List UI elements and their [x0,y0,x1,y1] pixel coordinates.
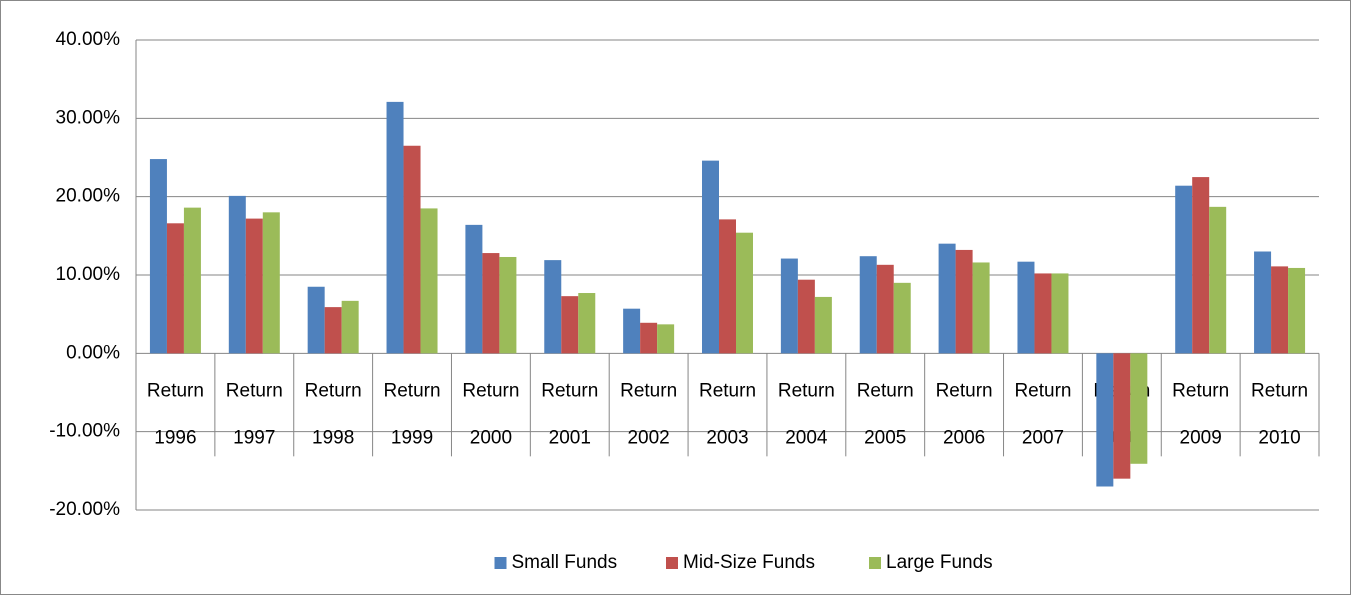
x-tick-sublabel: Return [226,380,283,401]
x-tick-sublabel: Return [1172,380,1229,401]
x-tick-sublabel: Return [1251,380,1308,401]
bar [893,282,911,354]
bar [1051,273,1069,354]
legend-swatch [494,557,507,569]
bar [324,307,342,354]
x-tick-label: 2003 [706,427,748,448]
y-tick-label: 30.00% [56,107,121,128]
bar [719,219,736,354]
x-tick-sublabel: Return [384,380,441,401]
x-tick-label: 2009 [1180,427,1222,448]
bar [1113,353,1131,479]
y-tick-label: 10.00% [56,264,121,285]
bar [1271,266,1289,354]
bar [972,262,990,354]
x-tick-label: 2010 [1258,427,1300,448]
x-tick-label: 1998 [312,427,354,448]
y-tick-label: 40.00% [56,29,121,50]
x-tick-sublabel: Return [620,380,677,401]
bar [859,256,877,354]
x-tick-sublabel: Return [778,380,835,401]
bar [228,195,246,354]
bar [1254,251,1272,354]
bar [876,264,894,354]
bar [955,249,973,354]
bar [1192,177,1210,354]
x-tick-sublabel: Return [462,380,519,401]
bar [1096,353,1114,487]
y-tick-label: -20.00% [49,499,120,520]
y-tick-label: 0.00% [66,342,120,363]
x-tick-sublabel: Return [305,380,362,401]
x-tick-label: 2004 [785,427,828,448]
bar [307,286,325,354]
x-tick-sublabel: Return [857,380,914,401]
legend-label: Mid-Size Funds [683,552,815,573]
x-tick-sublabel: Return [1014,380,1071,401]
bar [1130,353,1148,464]
bar [640,322,658,354]
x-tick-label: 2007 [1022,427,1064,448]
bar [1175,185,1193,354]
bar [183,207,201,354]
bar [482,253,500,354]
y-tick-label: 20.00% [56,186,121,207]
bar [1209,206,1227,354]
bar [245,218,263,354]
bar [780,258,798,354]
bar [403,145,421,354]
legend-label: Small Funds [512,552,618,573]
x-tick-label: 1997 [233,427,275,448]
x-tick-label: 2001 [549,427,591,448]
x-tick-label: 2002 [627,427,669,448]
x-tick-label: 1999 [391,427,433,448]
bar [702,160,719,354]
bar [736,232,753,354]
bar [465,224,483,354]
bar [166,223,184,354]
x-tick-label: 2000 [470,427,512,448]
bar [499,256,517,354]
x-tick-sublabel: Return [699,380,756,401]
bar [797,279,815,354]
bar [341,300,359,354]
bar [623,308,641,354]
bar [1288,267,1306,354]
x-tick-label: 2005 [864,427,906,448]
bar [657,324,675,354]
x-tick-sublabel: Return [541,380,598,401]
bar [1017,261,1035,354]
bar [386,101,404,354]
x-tick-sublabel: Return [936,380,993,401]
bar [544,260,562,354]
legend-swatch [666,557,678,569]
x-tick-label: 1996 [154,427,196,448]
x-tick-sublabel: Return [147,380,204,401]
legend-swatch [869,557,881,569]
bar [149,159,167,354]
bar [561,296,579,354]
bar [578,293,596,354]
x-tick-label: 2006 [943,427,985,448]
y-tick-label: -10.00% [49,421,120,442]
bar [1034,273,1052,354]
bar [814,296,832,354]
legend-label: Large Funds [886,552,993,573]
bar [420,208,438,354]
bar [262,212,280,354]
bar [938,243,956,354]
